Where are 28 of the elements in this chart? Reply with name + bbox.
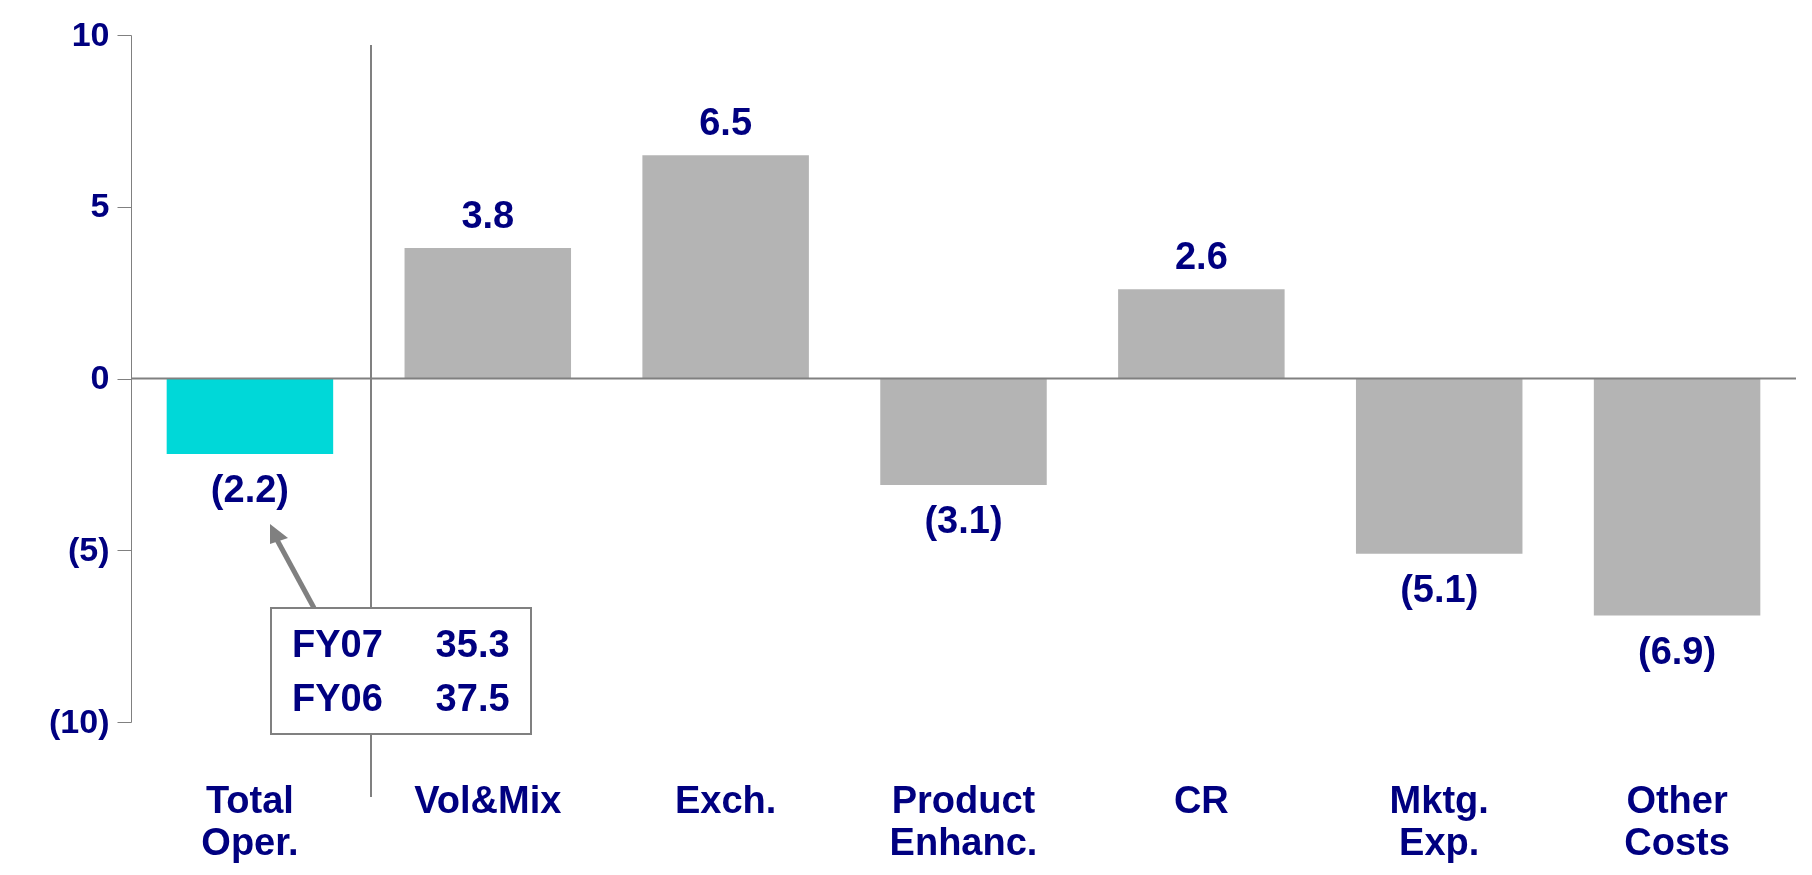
data-label: 3.8	[461, 193, 515, 236]
data-label: (3.1)	[924, 498, 1003, 541]
data-label: 6.5	[699, 101, 753, 144]
y-tick-label: 10	[71, 14, 110, 53]
bar	[642, 155, 809, 379]
bar	[404, 247, 572, 379]
x-tick-label: Mktg. Exp.	[1389, 778, 1489, 863]
y-tick-label: (5)	[67, 529, 110, 568]
bar	[1118, 289, 1285, 379]
bar	[1593, 378, 1761, 616]
x-tick-label: Product Enhanc.	[889, 778, 1038, 863]
y-tick-label: 0	[90, 358, 110, 396]
y-tick-label: (10)	[49, 701, 110, 740]
data-label: (6.9)	[1638, 629, 1717, 672]
annotation: FY07 35.3	[292, 623, 510, 665]
x-tick-label: Exch.	[674, 778, 777, 821]
bar	[166, 378, 334, 455]
data-label: (5.1)	[1400, 567, 1479, 610]
y-tick-label: 5	[90, 186, 110, 225]
data-label: 2.6	[1174, 235, 1228, 278]
data-label: (2.2)	[210, 468, 289, 511]
bar	[880, 378, 1047, 485]
x-tick-label: Vol&Mix	[414, 778, 562, 821]
x-tick-label: Other Costs	[1624, 778, 1730, 863]
bar	[1355, 378, 1523, 554]
x-tick-label: CR	[1173, 778, 1229, 821]
annotation: FY06 37.5	[292, 677, 510, 719]
x-tick-label: Total Oper.	[201, 778, 299, 863]
